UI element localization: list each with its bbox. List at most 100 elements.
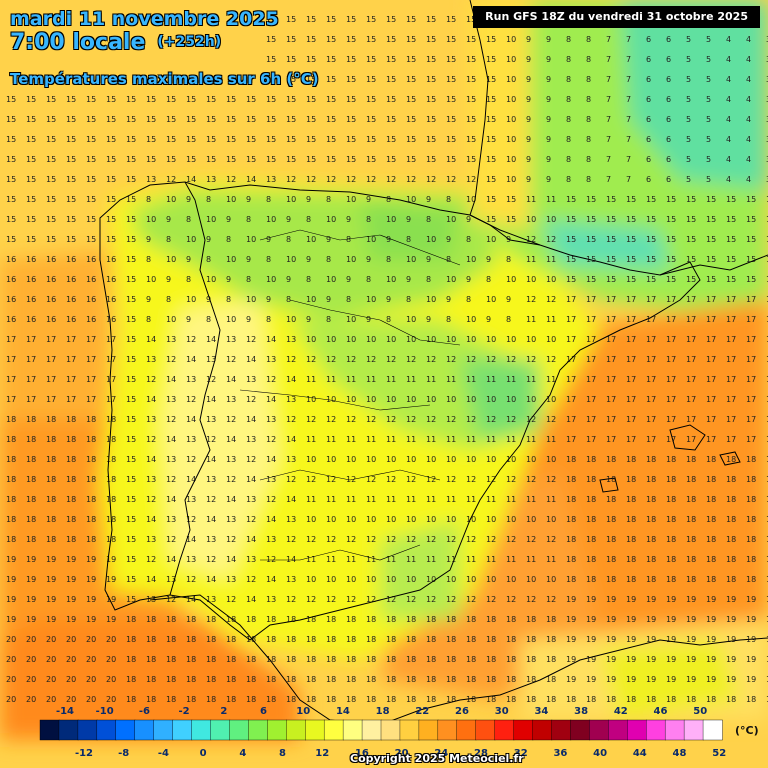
grid-value: 17 [746, 295, 756, 304]
grid-value: 17 [606, 295, 616, 304]
forecast-time-label: 7:00 locale [10, 30, 146, 55]
grid-value: 13 [286, 455, 296, 464]
grid-value: 10 [386, 515, 396, 524]
grid-value: 17 [626, 415, 636, 424]
grid-value: 8 [566, 135, 571, 144]
legend-swatch [475, 719, 496, 741]
grid-value: 15 [346, 75, 356, 84]
legend-tick-label: 44 [633, 748, 647, 759]
grid-value: 18 [366, 695, 376, 704]
grid-value: 15 [566, 235, 576, 244]
grid-value: 15 [146, 95, 156, 104]
iberia-coast [99, 181, 701, 641]
grid-value: 17 [766, 355, 768, 364]
grid-value: 10 [326, 215, 336, 224]
grid-value: 15 [126, 575, 136, 584]
grid-value: 12 [526, 415, 536, 424]
grid-value: 17 [686, 395, 696, 404]
grid-value: 16 [46, 315, 56, 324]
grid-value: 12 [306, 535, 316, 544]
grid-value: 15 [686, 255, 696, 264]
grid-value: 12 [326, 415, 336, 424]
grid-value: 16 [66, 255, 76, 264]
grid-value: 17 [766, 375, 768, 384]
grid-value: 20 [66, 695, 76, 704]
grid-value: 10 [546, 215, 556, 224]
grid-value: 18 [286, 675, 296, 684]
grid-value: 13 [286, 575, 296, 584]
grid-value: 13 [226, 575, 236, 584]
grid-value: 18 [586, 555, 596, 564]
grid-value: 18 [626, 575, 636, 584]
grid-value: 14 [286, 495, 296, 504]
grid-value: 15 [726, 215, 736, 224]
grid-value: 15 [486, 75, 496, 84]
grid-value: 12 [286, 535, 296, 544]
grid-value: 15 [126, 415, 136, 424]
grid-value: 9 [546, 175, 551, 184]
grid-value: 15 [286, 135, 296, 144]
grid-value: 11 [346, 495, 356, 504]
grid-value: 18 [626, 535, 636, 544]
grid-value: 10 [506, 455, 516, 464]
grid-value: 13 [206, 535, 216, 544]
grid-value: 16 [86, 295, 96, 304]
grid-value: 15 [46, 215, 56, 224]
grid-value: 15 [466, 75, 476, 84]
grid-value: 9 [306, 315, 311, 324]
grid-value: 18 [386, 615, 396, 624]
grid-value: 10 [486, 335, 496, 344]
grid-value: 15 [506, 215, 516, 224]
grid-value: 11 [526, 255, 536, 264]
grid-value: 11 [466, 495, 476, 504]
grid-value: 15 [426, 135, 436, 144]
grid-value: 15 [326, 95, 336, 104]
grid-value: 18 [746, 695, 756, 704]
grid-value: 15 [26, 235, 36, 244]
grid-value: 15 [366, 55, 376, 64]
grid-value: 10 [226, 195, 236, 204]
grid-value: 17 [726, 375, 736, 384]
grid-value: 12 [366, 595, 376, 604]
grid-value: 17 [746, 435, 756, 444]
legend-swatch [570, 719, 591, 741]
grid-value: 15 [286, 95, 296, 104]
grid-value: 17 [566, 435, 576, 444]
grid-value: 11 [326, 375, 336, 384]
grid-value: 15 [426, 15, 436, 24]
grid-value: 5 [686, 155, 691, 164]
grid-value: 15 [6, 215, 16, 224]
grid-value: 7 [606, 175, 611, 184]
grid-value: 9 [266, 235, 271, 244]
grid-value: 4 [746, 75, 751, 84]
grid-value: 18 [706, 535, 716, 544]
grid-value: 17 [606, 355, 616, 364]
grid-value: 18 [286, 615, 296, 624]
grid-value: 10 [186, 295, 196, 304]
legend-tick-label: 6 [260, 706, 267, 717]
grid-value: 9 [186, 255, 191, 264]
grid-value: 17 [606, 415, 616, 424]
grid-value: 17 [86, 375, 96, 384]
grid-value: 8 [566, 95, 571, 104]
grid-value: 17 [666, 375, 676, 384]
grid-value: 12 [146, 495, 156, 504]
grid-value: 7 [626, 35, 631, 44]
grid-value: 12 [426, 595, 436, 604]
grid-value: 14 [226, 375, 236, 384]
grid-value: 19 [26, 575, 36, 584]
grid-value: 15 [286, 115, 296, 124]
grid-value: 9 [546, 55, 551, 64]
grid-value: 18 [346, 615, 356, 624]
grid-value: 15 [26, 135, 36, 144]
grid-value: 15 [66, 175, 76, 184]
grid-value: 11 [346, 375, 356, 384]
grid-value: 15 [266, 15, 276, 24]
grid-value: 17 [646, 335, 656, 344]
grid-value: 15 [206, 135, 216, 144]
grid-value: 15 [226, 155, 236, 164]
grid-value: 12 [346, 355, 356, 364]
grid-value: 15 [266, 55, 276, 64]
grid-value: 19 [726, 635, 736, 644]
grid-value: 18 [226, 695, 236, 704]
